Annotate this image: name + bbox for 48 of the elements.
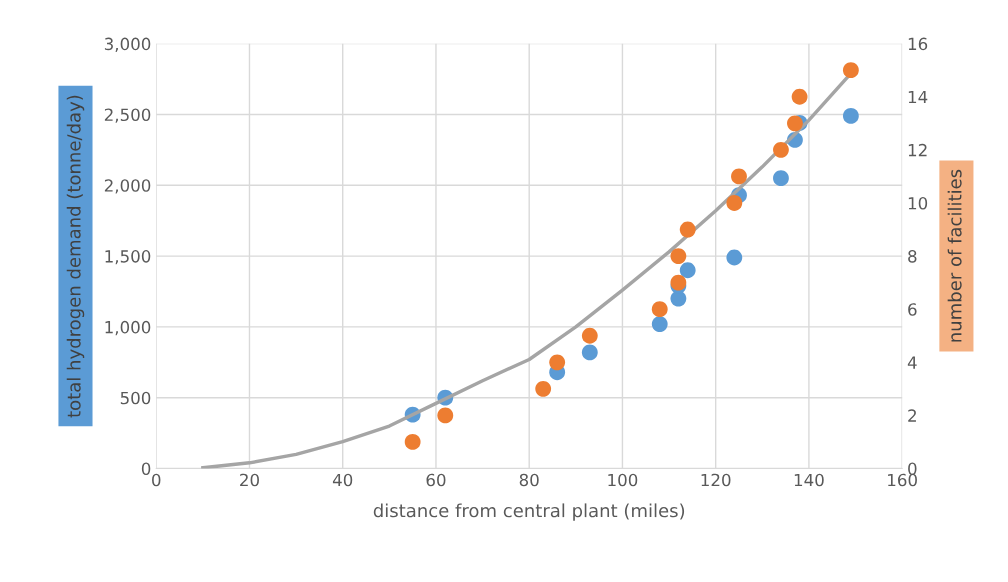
point (437, 407, 454, 424)
y-tick-label: 2,000 (104, 179, 151, 194)
y2-tick-label: 12 (908, 143, 927, 157)
point (842, 107, 859, 124)
point (651, 316, 668, 332)
point (549, 354, 566, 371)
point (773, 141, 789, 158)
x-tick-label: 100 (608, 473, 638, 487)
point (581, 344, 598, 361)
point (842, 62, 859, 79)
y-axis-title: total hydrogen demand (tonne/day) (66, 95, 85, 418)
y2-tick-label: 8 (908, 250, 917, 263)
x-tick-label: 40 (332, 473, 353, 487)
y2-tick-label: 6 (908, 303, 917, 316)
y-tick-label: 3,000 (104, 37, 151, 52)
y-tick-label: 1,500 (105, 250, 151, 265)
x-tick-label: 0 (152, 473, 161, 487)
point (651, 301, 668, 318)
y-tick-label: 0 (141, 462, 151, 476)
point (679, 221, 696, 238)
y-tick-label: 2,500 (104, 108, 151, 123)
y2-tick-label: 10 (908, 196, 928, 210)
x-axis-title: distance from central plant (miles) (373, 503, 685, 521)
point (726, 195, 743, 211)
point (787, 115, 803, 132)
y2-tick-label: 0 (908, 462, 917, 476)
y2-tick-label: 2 (908, 409, 916, 422)
point (679, 262, 696, 279)
y2-tick-label: 14 (908, 90, 928, 104)
y2-tick-label: 16 (908, 37, 928, 51)
y2-axis-title: number of facilities (947, 169, 962, 342)
point (670, 248, 687, 264)
point (731, 168, 747, 185)
x-tick-label: 60 (426, 473, 446, 487)
x-tick-label: 140 (794, 473, 824, 487)
point (404, 434, 421, 450)
point (581, 327, 598, 344)
point (773, 170, 789, 187)
x-tick-label: 80 (519, 473, 539, 487)
y-tick-label: 500 (120, 391, 151, 405)
x-tick-label: 160 (888, 473, 917, 487)
y-tick-label: 1,000 (105, 320, 151, 336)
x-tick-label: 20 (240, 473, 259, 487)
x-tick-label: 120 (701, 473, 731, 487)
y2-tick-label: 4 (907, 356, 917, 369)
point (726, 249, 743, 266)
point (535, 380, 552, 397)
point (791, 88, 808, 105)
